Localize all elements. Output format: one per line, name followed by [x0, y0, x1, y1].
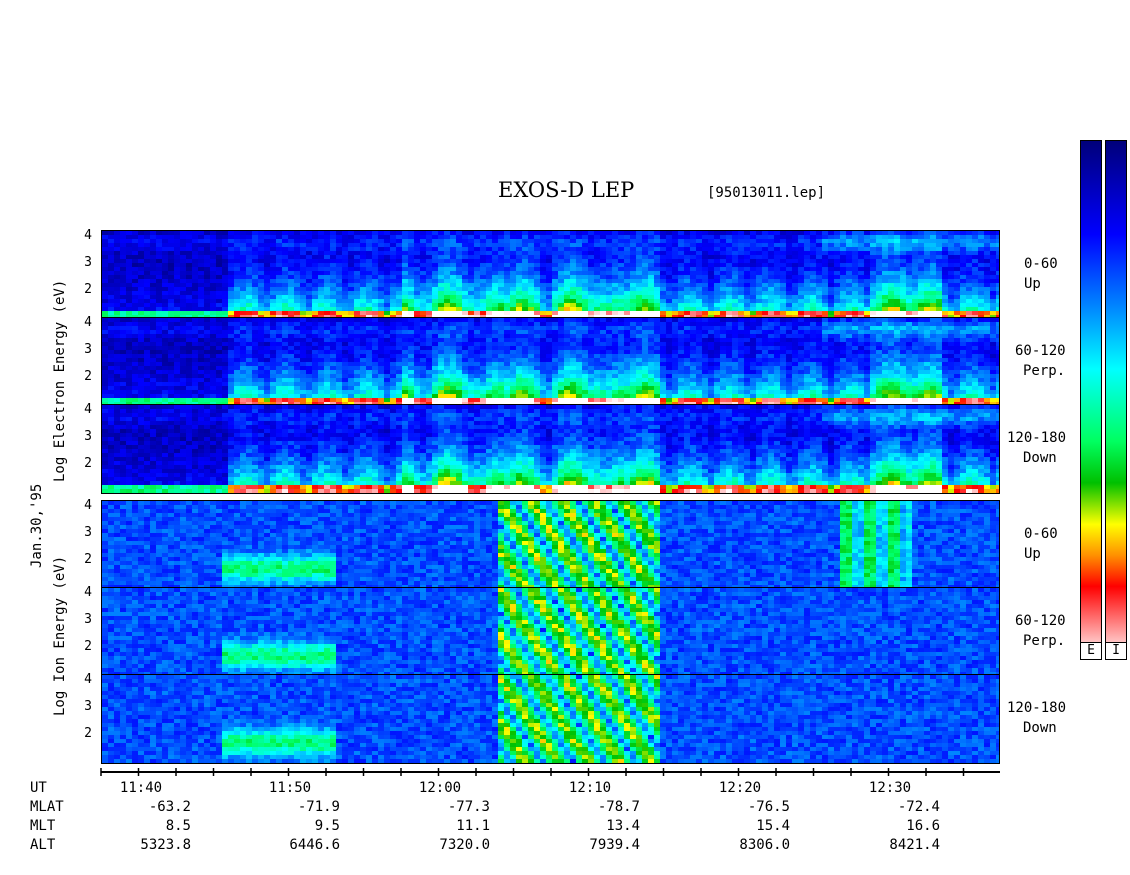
ephemeris-value: 6446.6 [289, 837, 340, 853]
electron-colorbar [1080, 140, 1102, 660]
pitch-angle-label: 120-180 Down [1007, 430, 1067, 466]
ion-axis-label: Log Ion Energy (eV) [52, 555, 68, 716]
pitch-angle-label: 0-60 Up [1024, 526, 1058, 562]
y-tick-label: 4 [84, 228, 92, 243]
ephemeris-value: 12:30 [868, 780, 912, 796]
spectrogram-image [102, 501, 999, 587]
y-tick-label: 4 [84, 672, 92, 687]
spectrogram-panel-electron-0-60 [101, 230, 1000, 318]
chart-title: EXOS-D LEP [498, 178, 635, 202]
pitch-angle-label: 60-120 Perp. [1015, 343, 1066, 379]
ephemeris-value: 8.5 [165, 818, 191, 834]
y-tick-label: 2 [84, 639, 92, 654]
ephemeris-value: -63.2 [148, 799, 191, 815]
ion-colorbar [1105, 140, 1127, 660]
ephemeris-row-label: MLAT [30, 799, 64, 815]
ephemeris-value: 8306.0 [739, 837, 790, 853]
y-tick-label: 3 [84, 525, 92, 540]
y-tick-label: 2 [84, 456, 92, 471]
y-tick-label: 2 [84, 552, 92, 567]
ephemeris-value: 12:00 [418, 780, 462, 796]
y-tick-label: 2 [84, 369, 92, 384]
ephemeris-value: 12:20 [718, 780, 762, 796]
y-tick-label: 3 [84, 255, 92, 270]
ephemeris-value: -78.7 [597, 799, 640, 815]
spectrogram-panel-ion-120-180 [101, 674, 1000, 764]
y-tick-label: 2 [84, 726, 92, 741]
ephemeris-value: 7320.0 [439, 837, 490, 853]
time-axis [100, 768, 1000, 776]
spectrogram-panel-electron-120-180 [101, 404, 1000, 494]
y-tick-label: 4 [84, 498, 92, 513]
ephemeris-value: 11:40 [119, 780, 163, 796]
pitch-angle-label: 60-120 Perp. [1015, 613, 1066, 649]
ephemeris-value: -71.9 [297, 799, 340, 815]
spectrogram-image [102, 675, 999, 763]
spectrogram-image [102, 405, 999, 493]
ephemeris-value: 7939.4 [589, 837, 640, 853]
ephemeris-value: 5323.8 [140, 837, 191, 853]
ephemeris-value: 8421.4 [889, 837, 940, 853]
electron-axis-label: Log Electron Energy (eV) [52, 279, 68, 482]
ephemeris-value: 15.4 [756, 818, 790, 834]
spectrogram-image [102, 231, 999, 317]
ion-colorbar-label: I [1105, 642, 1127, 660]
spectrogram-panel-electron-60-120 [101, 317, 1000, 405]
ephemeris-value: 9.5 [314, 818, 340, 834]
ephemeris-value: 12:10 [568, 780, 612, 796]
electron-colorbar-label: E [1080, 642, 1102, 660]
spectrogram-image [102, 588, 999, 674]
pitch-angle-label: 0-60 Up [1024, 256, 1058, 292]
y-tick-label: 4 [84, 315, 92, 330]
y-tick-label: 3 [84, 342, 92, 357]
pitch-angle-label: 120-180 Down [1007, 700, 1067, 736]
ephemeris-value: 13.4 [606, 818, 640, 834]
ephemeris-row-label: ALT [30, 837, 56, 853]
ephemeris-value: -77.3 [447, 799, 490, 815]
ephemeris-row-label: UT [30, 780, 47, 796]
ephemeris-value: 16.6 [906, 818, 940, 834]
y-tick-label: 4 [84, 402, 92, 417]
date-label: Jan.30,'95 [29, 483, 45, 568]
y-tick-label: 4 [84, 585, 92, 600]
ephemeris-value: 11:50 [268, 780, 312, 796]
y-tick-label: 2 [84, 282, 92, 297]
ephemeris-value: -76.5 [747, 799, 790, 815]
ephemeris-value: -72.4 [897, 799, 940, 815]
spectrogram-panel-ion-60-120 [101, 587, 1000, 675]
file-name: [95013011.lep] [707, 185, 826, 201]
y-tick-label: 3 [84, 699, 92, 714]
spectrogram-panel-ion-0-60 [101, 500, 1000, 588]
y-tick-label: 3 [84, 612, 92, 627]
ephemeris-value: 11.1 [456, 818, 490, 834]
ephemeris-row-label: MLT [30, 818, 56, 834]
y-tick-label: 3 [84, 429, 92, 444]
spectrogram-image [102, 318, 999, 404]
